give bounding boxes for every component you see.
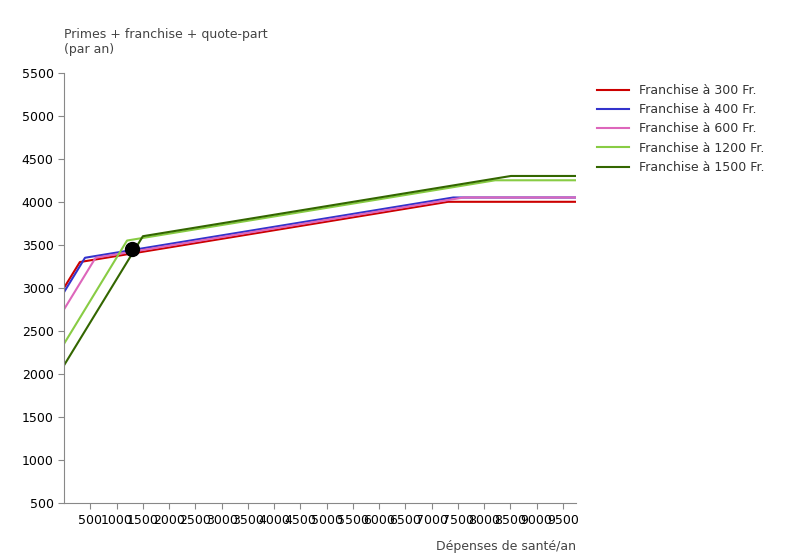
Franchise à 600 Fr.	[458, 194, 468, 201]
Franchise à 400 Fr.	[255, 226, 265, 233]
Line: Franchise à 1200 Fr.: Franchise à 1200 Fr.	[64, 180, 576, 344]
Franchise à 1200 Fr.	[506, 177, 516, 183]
Franchise à 1200 Fr.	[148, 233, 158, 240]
Franchise à 400 Fr.	[59, 289, 69, 296]
Line: Franchise à 1500 Fr.: Franchise à 1500 Fr.	[64, 176, 576, 366]
Franchise à 1500 Fr.	[562, 173, 571, 179]
Line: Franchise à 600 Fr.: Franchise à 600 Fr.	[64, 197, 576, 310]
Franchise à 400 Fr.	[448, 194, 458, 201]
Franchise à 600 Fr.	[506, 194, 516, 201]
Franchise à 300 Fr.	[506, 198, 516, 205]
Franchise à 1500 Fr.	[506, 173, 516, 179]
Franchise à 400 Fr.	[278, 222, 287, 229]
Franchise à 1200 Fr.	[562, 177, 571, 183]
Line: Franchise à 400 Fr.: Franchise à 400 Fr.	[64, 197, 576, 292]
Franchise à 1200 Fr.	[571, 177, 581, 183]
Franchise à 1200 Fr.	[59, 340, 69, 347]
Franchise à 1200 Fr.	[118, 245, 127, 252]
Franchise à 300 Fr.	[59, 285, 69, 291]
Franchise à 1500 Fr.	[118, 266, 127, 273]
Franchise à 600 Fr.	[59, 306, 69, 313]
Legend: Franchise à 300 Fr., Franchise à 400 Fr., Franchise à 600 Fr., Franchise à 1200 : Franchise à 300 Fr., Franchise à 400 Fr.…	[593, 79, 770, 179]
Franchise à 400 Fr.	[562, 194, 571, 201]
Franchise à 600 Fr.	[571, 194, 581, 201]
Franchise à 600 Fr.	[118, 250, 127, 257]
Franchise à 1200 Fr.	[490, 177, 499, 183]
Franchise à 1500 Fr.	[571, 173, 581, 179]
Franchise à 1500 Fr.	[148, 231, 158, 238]
Franchise à 1500 Fr.	[59, 362, 69, 369]
Franchise à 1200 Fr.	[278, 212, 287, 219]
Franchise à 400 Fr.	[148, 243, 158, 250]
Franchise à 1500 Fr.	[506, 173, 515, 179]
Franchise à 300 Fr.	[278, 225, 287, 232]
Franchise à 300 Fr.	[118, 252, 127, 258]
Franchise à 400 Fr.	[506, 194, 516, 201]
Franchise à 300 Fr.	[442, 198, 452, 205]
Franchise à 300 Fr.	[562, 198, 571, 205]
Franchise à 300 Fr.	[148, 247, 158, 253]
Franchise à 1200 Fr.	[255, 215, 265, 222]
Franchise à 600 Fr.	[148, 245, 158, 252]
Line: Franchise à 300 Fr.: Franchise à 300 Fr.	[64, 202, 576, 288]
Franchise à 1500 Fr.	[255, 214, 265, 220]
Franchise à 400 Fr.	[571, 194, 581, 201]
Franchise à 1500 Fr.	[278, 210, 287, 217]
Franchise à 600 Fr.	[278, 224, 287, 230]
Franchise à 600 Fr.	[255, 228, 265, 234]
Franchise à 300 Fr.	[571, 198, 581, 205]
Franchise à 600 Fr.	[562, 194, 571, 201]
Text: Primes + franchise + quote-part
(par an): Primes + franchise + quote-part (par an)	[64, 28, 268, 56]
Franchise à 400 Fr.	[118, 248, 127, 255]
Franchise à 300 Fr.	[255, 229, 265, 236]
Text: Dépenses de santé/an: Dépenses de santé/an	[436, 541, 576, 553]
